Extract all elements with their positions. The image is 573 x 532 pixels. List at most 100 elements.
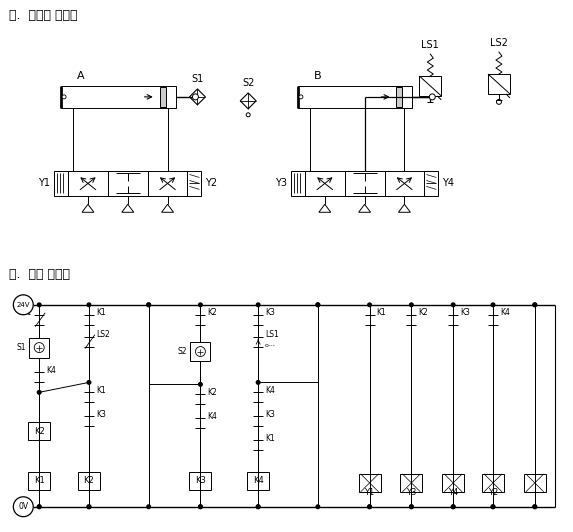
Text: B: B — [314, 71, 321, 81]
Bar — [359, 474, 380, 492]
Text: 나.  전기 회로도: 나. 전기 회로도 — [9, 268, 70, 281]
Text: K4: K4 — [46, 366, 56, 375]
Circle shape — [429, 94, 435, 100]
Circle shape — [533, 303, 536, 306]
Circle shape — [410, 505, 413, 509]
Bar — [524, 474, 545, 492]
Bar — [345, 170, 384, 196]
Bar — [190, 472, 211, 490]
Bar — [78, 472, 100, 490]
Bar — [305, 170, 345, 196]
Text: S1: S1 — [17, 343, 26, 352]
Text: K1: K1 — [376, 308, 386, 317]
Circle shape — [37, 505, 41, 509]
Circle shape — [87, 380, 91, 384]
Text: S2: S2 — [242, 78, 254, 88]
Text: K2: K2 — [207, 388, 217, 397]
Text: K3: K3 — [265, 410, 275, 419]
Bar — [298, 86, 413, 108]
Circle shape — [13, 295, 33, 315]
Text: S2: S2 — [178, 347, 187, 356]
Text: K4: K4 — [207, 412, 217, 421]
Circle shape — [256, 303, 260, 306]
Bar — [28, 472, 50, 490]
Bar — [61, 86, 175, 108]
Bar — [247, 472, 269, 490]
Bar — [397, 87, 402, 107]
Bar — [384, 170, 425, 196]
Text: K1: K1 — [96, 308, 105, 317]
Text: K4: K4 — [500, 308, 510, 317]
Circle shape — [37, 303, 41, 306]
Text: PB1: PB1 — [19, 310, 32, 316]
Circle shape — [62, 95, 66, 99]
Bar — [108, 170, 148, 196]
Circle shape — [147, 303, 151, 306]
Circle shape — [491, 303, 494, 306]
Bar — [148, 170, 187, 196]
Bar — [187, 170, 202, 196]
Text: 0V: 0V — [18, 502, 28, 511]
Circle shape — [533, 505, 536, 509]
Bar — [442, 474, 464, 492]
Text: 가.  공기압 회로도: 가. 공기압 회로도 — [9, 10, 78, 22]
Circle shape — [37, 390, 41, 394]
Circle shape — [410, 505, 413, 509]
Circle shape — [147, 303, 151, 306]
Bar — [401, 474, 422, 492]
Circle shape — [256, 380, 260, 384]
Circle shape — [37, 505, 41, 509]
Circle shape — [452, 505, 455, 509]
Text: K3: K3 — [195, 476, 206, 485]
Bar — [482, 474, 504, 492]
Text: K2: K2 — [418, 308, 428, 317]
Text: Y3: Y3 — [406, 488, 417, 497]
Text: Y4: Y4 — [448, 488, 458, 497]
Circle shape — [452, 303, 455, 306]
Text: Y2: Y2 — [488, 488, 498, 497]
Text: S1: S1 — [191, 74, 203, 84]
Bar — [28, 422, 50, 440]
Text: K1: K1 — [96, 386, 105, 395]
Text: K2: K2 — [84, 476, 95, 485]
Circle shape — [368, 505, 371, 509]
Text: LS1: LS1 — [421, 40, 439, 50]
Circle shape — [256, 505, 260, 509]
Text: A: A — [77, 71, 85, 81]
Text: Y3: Y3 — [275, 178, 287, 188]
Bar — [419, 76, 441, 96]
Bar — [68, 170, 108, 196]
Circle shape — [193, 94, 198, 100]
Bar — [488, 74, 510, 94]
Text: LS2: LS2 — [490, 38, 508, 48]
Bar — [29, 338, 49, 358]
Text: K2: K2 — [34, 427, 45, 436]
Text: K4: K4 — [253, 476, 264, 485]
Circle shape — [533, 303, 536, 306]
Circle shape — [87, 505, 91, 509]
Circle shape — [199, 383, 202, 386]
Text: LS1: LS1 — [265, 330, 279, 339]
Circle shape — [316, 303, 320, 306]
Text: K3: K3 — [460, 308, 470, 317]
Text: Y1: Y1 — [38, 178, 50, 188]
Circle shape — [87, 303, 91, 306]
Circle shape — [199, 505, 202, 509]
Text: Y2: Y2 — [205, 178, 218, 188]
Text: 24V: 24V — [17, 302, 30, 308]
Text: Y1: Y1 — [364, 488, 375, 497]
Circle shape — [410, 303, 413, 306]
Text: K4: K4 — [265, 386, 275, 395]
Circle shape — [368, 505, 371, 509]
Circle shape — [199, 505, 202, 509]
Circle shape — [13, 497, 33, 517]
Circle shape — [491, 505, 494, 509]
Circle shape — [299, 95, 303, 99]
Bar — [190, 342, 210, 362]
Text: o---: o--- — [265, 343, 276, 348]
Circle shape — [147, 505, 151, 509]
Circle shape — [452, 505, 455, 509]
Bar — [425, 170, 438, 196]
Bar — [160, 87, 166, 107]
Text: K2: K2 — [207, 308, 217, 317]
